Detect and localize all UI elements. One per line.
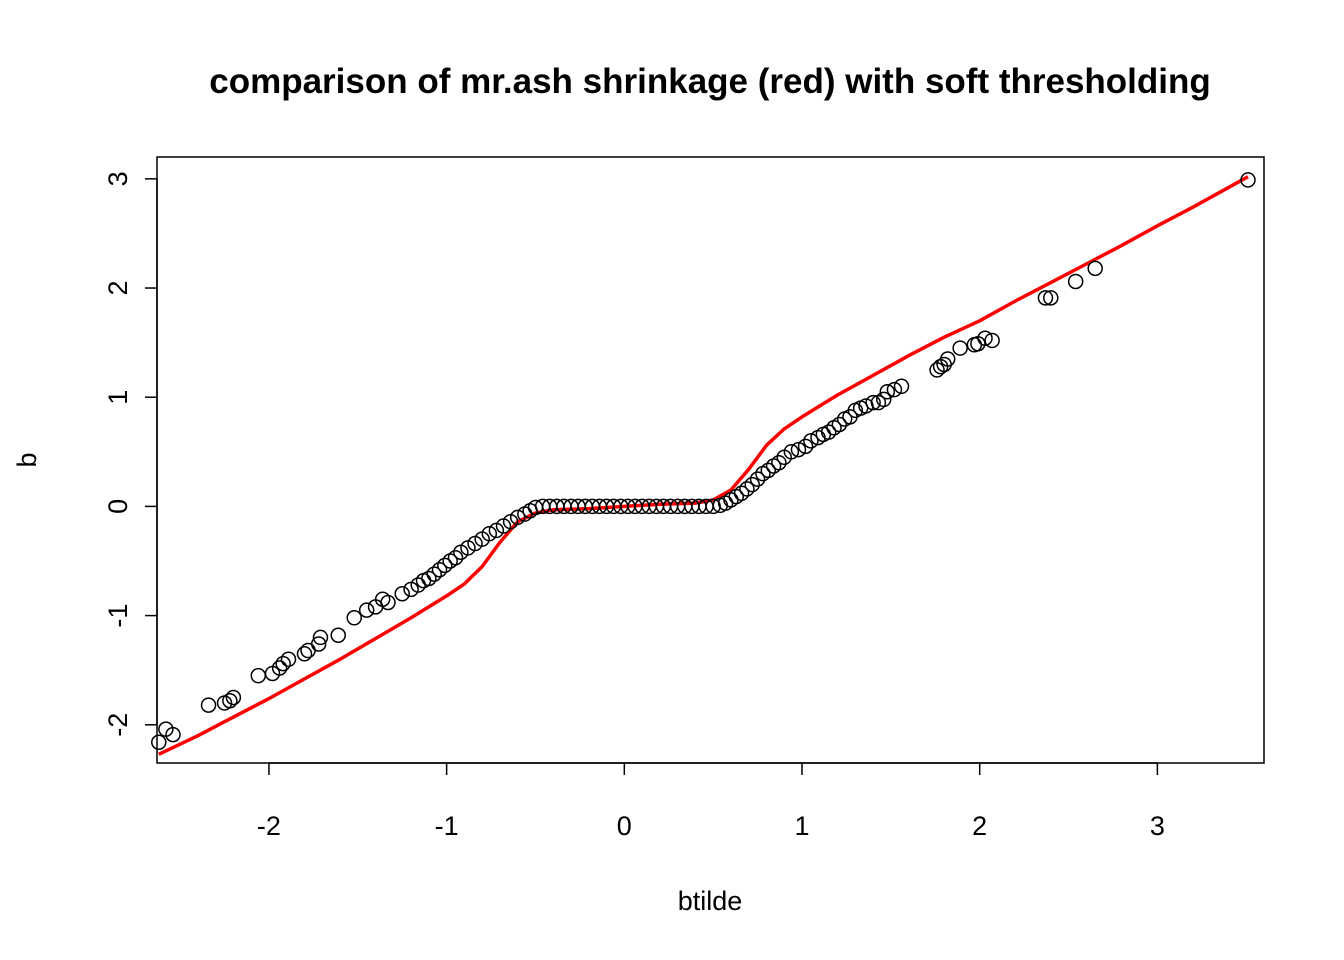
scatter-point [803,433,819,449]
plot-frame [156,156,1265,764]
scatter-point [225,689,242,706]
scatter-point [886,381,903,398]
scatter-point [330,627,346,643]
scatter-point [151,734,167,751]
x-tick-label: 0 [617,811,632,841]
scatter-point [790,441,807,458]
y-axis-label: b [12,452,42,467]
scatter-point [517,506,533,522]
scatter-point [744,476,761,493]
scatter-point [952,340,968,356]
y-tick-label: 1 [103,390,133,405]
scatter-point [300,642,316,659]
scatter-point [1087,260,1103,277]
scatter-point [749,471,766,487]
scatter-point [488,522,505,539]
y-tick-label: 3 [103,171,133,186]
scatter-point [1067,273,1084,290]
y-tick-label: 2 [103,281,133,296]
shrinkage-line [158,175,1249,756]
y-tick-label: -2 [103,713,133,737]
scatter-point [739,481,755,497]
y-tick-label: -1 [103,604,133,628]
scatter-point [394,586,410,602]
y-tick-label: 0 [103,499,133,514]
scatter-point [431,561,448,578]
scatter-point [346,610,362,626]
scatter-point [1240,172,1256,188]
scatter-point [765,458,782,474]
scatter-point [893,378,910,395]
x-tick-label: -1 [435,811,459,841]
scatter-point [296,646,313,662]
scatter-point [932,358,949,375]
scatter-point [403,581,419,598]
chart-title: comparison of mr.ash shrinkage (red) wit… [209,62,1211,101]
scatter-point [776,449,792,466]
scatter-point [200,697,217,713]
scatter-point [797,438,814,455]
scatter-point [437,557,453,574]
y-axis: -2 -1 0 1 2 3 [103,171,158,737]
x-tick-label: -2 [257,811,281,841]
scatter-point [966,337,983,353]
x-tick-label: 1 [794,811,809,841]
scatter-point [250,667,267,684]
scatter-point [836,411,853,427]
scatter-point [442,553,458,569]
scatter-point [1043,290,1059,306]
scatter-point [358,602,375,618]
scatter-point [755,465,771,482]
scatter-point [280,651,297,668]
scatter-point [158,721,174,737]
scatter-point [1037,290,1054,306]
scatter-point [367,599,384,615]
x-tick-label: 3 [1150,811,1165,841]
scatter-point [216,695,233,711]
x-axis: -2 -1 0 1 2 3 [257,762,1165,841]
scatter-points [151,172,1256,751]
scatter-point [929,362,945,378]
x-axis-label: btilde [678,886,743,916]
scatter-point [984,332,1000,349]
scatter-point [312,629,329,646]
x-tick-label: 2 [972,811,987,841]
scatter-point [810,429,826,446]
scatter-point [415,572,432,589]
scatter-point [879,384,896,400]
scatter-point [275,655,291,672]
scatter-point [453,544,469,561]
red-shrinkage-curve [158,175,1249,756]
